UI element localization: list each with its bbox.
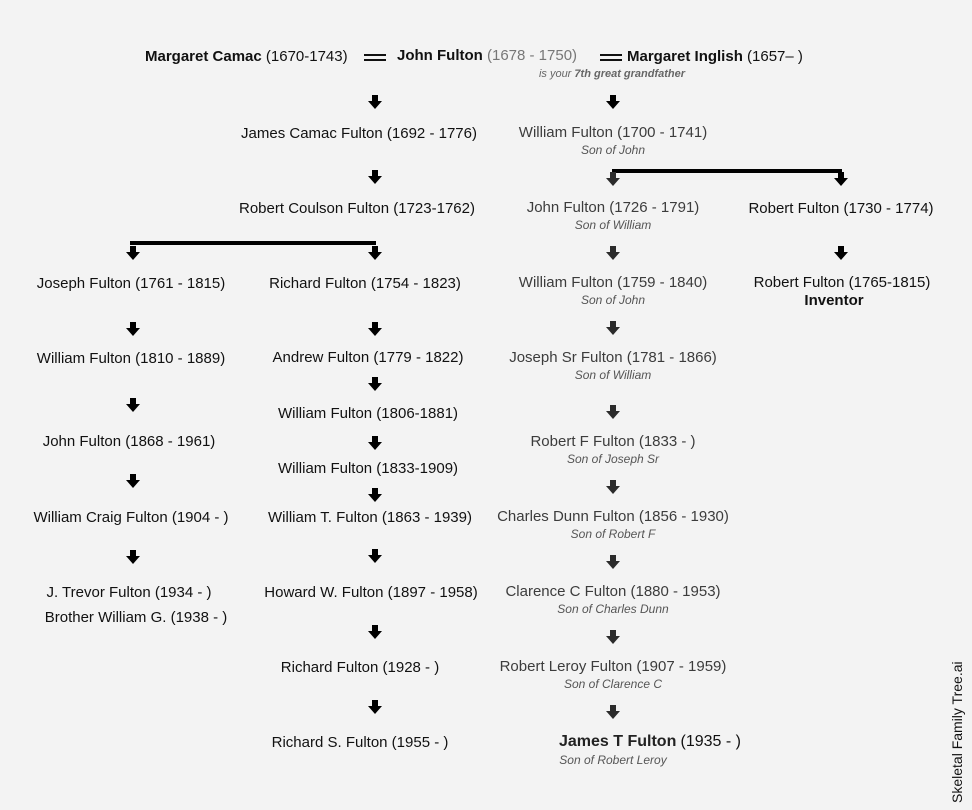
person-richard-fulton: Richard Fulton (1754 - 1823) bbox=[269, 275, 461, 292]
down-arrow-icon bbox=[834, 172, 848, 186]
down-arrow-icon bbox=[368, 436, 382, 450]
marriage-equals-icon bbox=[364, 54, 386, 62]
spouse-2-name: Margaret Inglish bbox=[627, 48, 743, 65]
person-william-t-fulton: William T. Fulton (1863 - 1939) bbox=[268, 509, 472, 526]
person-clarence-c-fulton: Clarence C Fulton (1880 - 1953) bbox=[505, 583, 721, 600]
parent-caption: Son of Charles Dunn bbox=[557, 602, 669, 616]
person-james-t-fulton: James T Fulton (1935 - ) bbox=[559, 733, 741, 750]
person-joseph-fulton: Joseph Fulton (1761 - 1815) bbox=[36, 275, 226, 292]
down-arrow-icon bbox=[126, 550, 140, 564]
root-john-fulton: John Fulton (1678 - 1750) bbox=[397, 47, 577, 64]
down-arrow-icon bbox=[606, 172, 620, 186]
person-joseph-sr-fulton: Joseph Sr Fulton (1781 - 1866) bbox=[509, 349, 717, 366]
down-arrow-icon bbox=[606, 405, 620, 419]
inventor-label: Inventor bbox=[804, 292, 864, 309]
down-arrow-icon bbox=[606, 321, 620, 335]
person-j-trevor-fulton: J. Trevor Fulton (1934 - ) bbox=[46, 584, 212, 601]
down-arrow-icon bbox=[126, 246, 140, 260]
parent-caption: Son of Robert F bbox=[570, 527, 656, 541]
down-arrow-icon bbox=[368, 95, 382, 109]
person-robert-coulson-fulton: Robert Coulson Fulton (1723-1762) bbox=[239, 200, 475, 217]
down-arrow-icon bbox=[606, 246, 620, 260]
down-arrow-icon bbox=[126, 322, 140, 336]
person-james-t-fulton-dates: (1935 - ) bbox=[680, 733, 741, 750]
parent-caption: Son of John bbox=[580, 293, 646, 307]
down-arrow-icon bbox=[126, 398, 140, 412]
down-arrow-icon bbox=[606, 705, 620, 719]
down-arrow-icon bbox=[606, 630, 620, 644]
person-robert-f-fulton: Robert F Fulton (1833 - ) bbox=[530, 433, 696, 450]
parent-caption: Son of William bbox=[574, 368, 652, 382]
person-robert-fulton: Robert Fulton (1730 - 1774) bbox=[748, 200, 934, 217]
person-charles-dunn-fulton: Charles Dunn Fulton (1856 - 1930) bbox=[497, 508, 729, 525]
down-arrow-icon bbox=[368, 246, 382, 260]
person-john-fulton: John Fulton (1726 - 1791) bbox=[526, 199, 700, 216]
person-william-fulton: William Fulton (1833-1909) bbox=[277, 460, 459, 477]
down-arrow-icon bbox=[368, 549, 382, 563]
down-arrow-icon bbox=[368, 700, 382, 714]
spouse-1-name: Margaret Camac bbox=[145, 48, 262, 65]
spouse-1-dates: (1670-1743) bbox=[265, 48, 348, 65]
spouse-margaret-camac: Margaret Camac (1670-1743) bbox=[145, 48, 348, 65]
parent-caption: Son of Joseph Sr bbox=[566, 452, 660, 466]
watermark-text: Skeletal Family Tree.ai bbox=[949, 661, 965, 803]
parent-caption: Son of Robert Leroy bbox=[559, 753, 667, 767]
person-william-fulton: William Fulton (1806-1881) bbox=[277, 405, 459, 422]
person-william-fulton: William Fulton (1700 - 1741) bbox=[518, 124, 708, 141]
down-arrow-icon bbox=[368, 625, 382, 639]
down-arrow-icon bbox=[834, 246, 848, 260]
person-andrew-fulton: Andrew Fulton (1779 - 1822) bbox=[272, 349, 464, 366]
person-robert-leroy-fulton: Robert Leroy Fulton (1907 - 1959) bbox=[499, 658, 727, 675]
person-richard-fulton: Richard Fulton (1928 - ) bbox=[280, 659, 440, 676]
person-robert-fulton-inventor: Robert Fulton (1765-1815) bbox=[753, 274, 931, 291]
person-james-camac-fulton: James Camac Fulton (1692 - 1776) bbox=[241, 125, 477, 142]
parent-caption: Son of Clarence C bbox=[563, 677, 663, 691]
parent-caption: Son of William bbox=[574, 218, 652, 232]
person-william-fulton: William Fulton (1810 - 1889) bbox=[36, 350, 226, 367]
down-arrow-icon bbox=[126, 474, 140, 488]
down-arrow-icon bbox=[606, 480, 620, 494]
relationship-degree: 7th great grandfather bbox=[574, 68, 686, 80]
down-arrow-icon bbox=[368, 170, 382, 184]
down-arrow-icon bbox=[368, 322, 382, 336]
branch-connector-line bbox=[130, 241, 376, 245]
spouse-margaret-inglish: Margaret Inglish (1657– ) bbox=[627, 48, 803, 65]
down-arrow-icon bbox=[368, 488, 382, 502]
relationship-prefix: is your bbox=[538, 68, 572, 80]
person-howard-w-fulton: Howard W. Fulton (1897 - 1958) bbox=[264, 584, 478, 601]
root-name: John Fulton bbox=[397, 47, 483, 64]
parent-caption: Son of John bbox=[580, 143, 646, 157]
watermark: Skeletal Family Tree.ai bbox=[949, 661, 965, 803]
person-richard-s-fulton: Richard S. Fulton (1955 - ) bbox=[271, 734, 449, 751]
person-john-fulton: John Fulton (1868 - 1961) bbox=[42, 433, 216, 450]
person-james-t-fulton-name: James T Fulton bbox=[559, 733, 677, 750]
person-william-craig-fulton: William Craig Fulton (1904 - ) bbox=[33, 509, 229, 526]
relationship-caption: is your 7th great grandfather bbox=[539, 68, 685, 80]
down-arrow-icon bbox=[606, 95, 620, 109]
branch-connector-line bbox=[612, 169, 842, 173]
person-william-fulton: William Fulton (1759 - 1840) bbox=[518, 274, 708, 291]
person-brother-william-g: Brother William G. (1938 - ) bbox=[44, 609, 228, 626]
spouse-2-dates: (1657– ) bbox=[747, 48, 803, 65]
down-arrow-icon bbox=[606, 555, 620, 569]
marriage-equals-icon bbox=[600, 54, 622, 62]
down-arrow-icon bbox=[368, 377, 382, 391]
root-dates: (1678 - 1750) bbox=[486, 47, 578, 64]
